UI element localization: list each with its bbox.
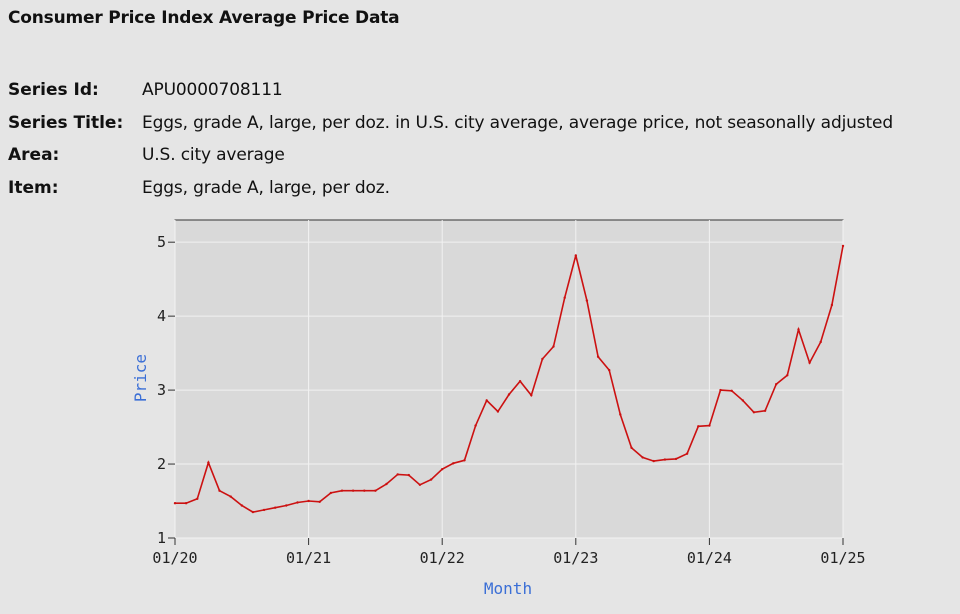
data-point xyxy=(841,244,845,248)
data-point xyxy=(207,461,210,464)
series-title-value: Eggs, grade A, large, per doz. in U.S. c… xyxy=(142,112,893,133)
area-value: U.S. city average xyxy=(142,145,285,165)
grid-lines xyxy=(174,220,844,539)
data-point xyxy=(418,483,422,486)
data-point xyxy=(530,394,533,397)
data-point xyxy=(441,468,444,471)
data-point xyxy=(574,254,577,257)
data-point xyxy=(763,409,767,412)
series-id-value: APU0000708111 xyxy=(142,80,283,100)
data-point xyxy=(251,510,255,514)
data-point xyxy=(630,446,633,449)
data-point xyxy=(351,489,355,492)
data-point xyxy=(830,303,834,307)
y-tick-label: 2 xyxy=(157,455,166,473)
y-axis-title: Price xyxy=(131,354,150,402)
data-point xyxy=(452,462,455,465)
data-point xyxy=(697,425,700,428)
data-point xyxy=(752,411,756,414)
data-point xyxy=(173,502,177,505)
data-point xyxy=(184,502,188,505)
data-point xyxy=(552,345,555,348)
data-point xyxy=(786,374,789,377)
data-point xyxy=(463,459,466,462)
data-point xyxy=(262,508,266,512)
data-point xyxy=(730,389,733,392)
series-id-label: Series Id: xyxy=(8,80,99,100)
data-point xyxy=(608,368,611,372)
page-title: Consumer Price Index Average Price Data xyxy=(8,8,400,28)
data-point xyxy=(385,482,388,486)
data-point xyxy=(741,399,744,402)
data-point xyxy=(240,504,243,507)
x-tick-label: 01/23 xyxy=(553,549,598,567)
y-tick-label: 4 xyxy=(157,307,166,325)
item-value: Eggs, grade A, large, per doz. xyxy=(142,177,390,198)
data-point xyxy=(663,458,667,461)
x-tick-label: 01/21 xyxy=(286,549,331,567)
data-point xyxy=(329,491,333,495)
data-point xyxy=(496,410,500,413)
data-point xyxy=(518,380,522,383)
data-point xyxy=(775,383,778,386)
data-point xyxy=(318,500,321,503)
plot-area xyxy=(174,219,844,539)
data-point xyxy=(307,499,310,503)
data-point xyxy=(296,501,299,504)
data-point xyxy=(585,299,589,302)
item-label: Item: xyxy=(8,177,59,198)
data-point xyxy=(274,506,277,509)
x-axis-title: Month xyxy=(484,579,532,598)
data-point xyxy=(218,489,221,492)
data-point xyxy=(641,456,644,459)
data-point xyxy=(363,489,366,492)
data-point xyxy=(674,457,678,461)
data-point xyxy=(429,478,433,481)
y-tick-label: 3 xyxy=(157,381,166,399)
y-tick-label: 1 xyxy=(157,529,166,547)
data-point xyxy=(685,452,689,455)
data-point xyxy=(619,413,622,416)
data-point xyxy=(808,361,811,364)
data-point xyxy=(340,489,344,492)
data-points xyxy=(173,244,845,514)
data-point xyxy=(719,388,722,392)
data-point xyxy=(396,473,399,476)
data-point xyxy=(196,497,199,500)
data-point xyxy=(474,424,477,427)
data-point xyxy=(652,459,655,463)
data-point xyxy=(285,504,288,507)
area-label: Area: xyxy=(8,145,60,165)
data-point xyxy=(507,393,511,396)
data-point xyxy=(708,424,711,427)
data-point xyxy=(596,355,600,358)
x-tick-label: 01/20 xyxy=(152,549,197,567)
data-point xyxy=(374,489,377,492)
data-point xyxy=(563,296,566,299)
series-title-label: Series Title: xyxy=(8,112,124,133)
data-point xyxy=(407,473,410,477)
data-point xyxy=(541,357,544,361)
x-tick-label: 01/24 xyxy=(687,549,732,567)
y-tick-label: 5 xyxy=(157,233,166,251)
data-point xyxy=(485,399,488,402)
data-point xyxy=(819,340,822,344)
axis-ticks: 1 2 3 4 5 01/20 01/21 01/22 01/23 01/24 01/25 xyxy=(152,233,865,567)
x-tick-label: 01/22 xyxy=(420,549,465,567)
data-point xyxy=(229,495,232,498)
x-tick-label: 01/25 xyxy=(820,549,865,567)
data-point xyxy=(797,328,800,331)
